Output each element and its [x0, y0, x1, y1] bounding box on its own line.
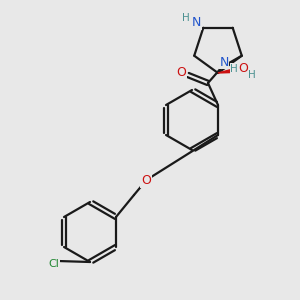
Text: Cl: Cl	[48, 259, 59, 269]
Text: N: N	[219, 56, 229, 68]
Text: O: O	[238, 62, 248, 76]
Text: O: O	[141, 175, 151, 188]
Text: O: O	[176, 67, 186, 80]
Text: H: H	[230, 64, 238, 74]
Text: H: H	[182, 13, 190, 23]
Text: N: N	[192, 16, 201, 29]
Text: H: H	[248, 70, 256, 80]
Polygon shape	[218, 68, 238, 73]
